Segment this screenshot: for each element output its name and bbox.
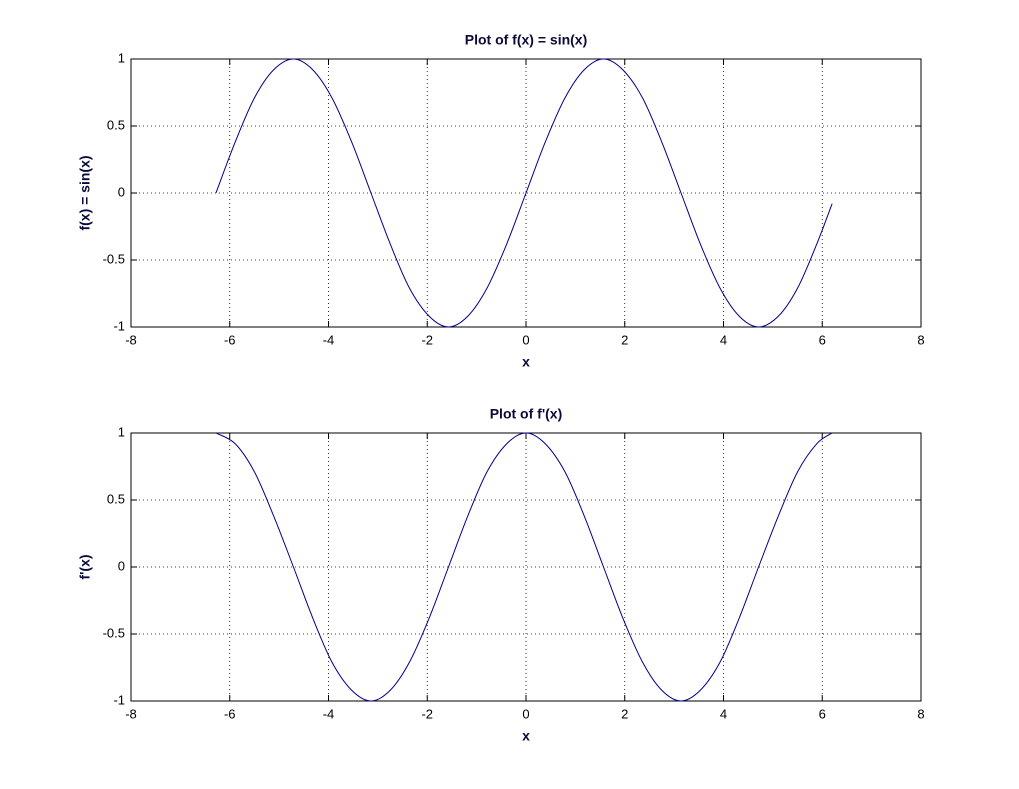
y-tick-label: -0.5 — [103, 251, 125, 266]
y-tick-label: 0 — [118, 184, 125, 199]
x-tick-label: 4 — [720, 332, 727, 347]
y-tick-label: -1 — [113, 692, 125, 707]
x-tick-label: -6 — [224, 706, 236, 721]
x-tick-label: -6 — [224, 332, 236, 347]
y-tick-label: 0.5 — [107, 491, 125, 506]
x-tick-label: -8 — [125, 706, 137, 721]
y-axis-label: f(x) = sin(x) — [77, 155, 93, 230]
x-tick-label: 0 — [522, 706, 529, 721]
y-tick-label: 0.5 — [107, 117, 125, 132]
y-tick-label: -0.5 — [103, 625, 125, 640]
x-tick-label: -8 — [125, 332, 137, 347]
x-tick-label: -4 — [323, 332, 335, 347]
x-tick-label: -4 — [323, 706, 335, 721]
y-tick-label: -1 — [113, 318, 125, 333]
x-tick-label: 0 — [522, 332, 529, 347]
x-tick-label: 4 — [720, 706, 727, 721]
chart-title: Plot of f'(x) — [490, 406, 563, 422]
x-tick-label: 2 — [621, 706, 628, 721]
x-tick-label: 8 — [917, 706, 924, 721]
line — [215, 58, 833, 328]
chart-title: Plot of f(x) = sin(x) — [465, 32, 588, 48]
x-tick-label: 2 — [621, 332, 628, 347]
y-tick-label: 0 — [118, 558, 125, 573]
x-axis-label: x — [522, 728, 530, 744]
x-tick-label: 6 — [819, 706, 826, 721]
y-axis-label: f'(x) — [77, 554, 93, 579]
y-tick-label: 1 — [118, 50, 125, 65]
x-tick-label: 8 — [917, 332, 924, 347]
x-tick-label: -2 — [421, 332, 433, 347]
x-axis-label: x — [522, 354, 530, 370]
line — [215, 432, 833, 702]
x-tick-label: -2 — [421, 706, 433, 721]
axes-box — [130, 58, 922, 328]
x-tick-label: 6 — [819, 332, 826, 347]
y-tick-label: 1 — [118, 424, 125, 439]
